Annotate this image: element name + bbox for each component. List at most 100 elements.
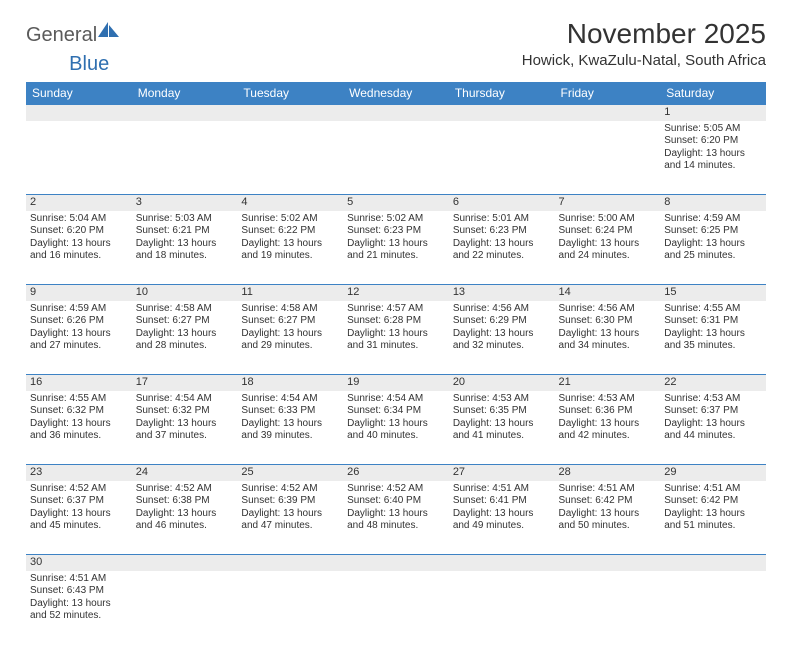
day-number-cell [555, 555, 661, 571]
daylight-text: Daylight: 13 hours [453, 328, 551, 341]
content-row: Sunrise: 4:55 AMSunset: 6:32 PMDaylight:… [26, 391, 766, 465]
sunrise-text: Sunrise: 4:54 AM [241, 393, 339, 406]
day-content-cell: Sunrise: 4:53 AMSunset: 6:37 PMDaylight:… [660, 391, 766, 465]
day-content-cell: Sunrise: 5:01 AMSunset: 6:23 PMDaylight:… [449, 211, 555, 285]
sunrise-text: Sunrise: 5:00 AM [559, 213, 657, 226]
daylight-text: and 24 minutes. [559, 250, 657, 263]
daynum-row: 1 [26, 105, 766, 121]
content-row: Sunrise: 4:59 AMSunset: 6:26 PMDaylight:… [26, 301, 766, 375]
daylight-text: and 40 minutes. [347, 430, 445, 443]
weekday-header: Thursday [449, 82, 555, 105]
daylight-text: Daylight: 13 hours [347, 328, 445, 341]
daylight-text: and 47 minutes. [241, 520, 339, 533]
sunset-text: Sunset: 6:33 PM [241, 405, 339, 418]
sunrise-text: Sunrise: 4:53 AM [664, 393, 762, 406]
sunrise-text: Sunrise: 4:51 AM [453, 483, 551, 496]
day-number-cell: 7 [555, 195, 661, 211]
day-number-cell: 30 [26, 555, 132, 571]
sunrise-text: Sunrise: 4:59 AM [664, 213, 762, 226]
sunset-text: Sunset: 6:21 PM [136, 225, 234, 238]
sunrise-text: Sunrise: 4:52 AM [136, 483, 234, 496]
day-number-cell [449, 105, 555, 121]
daylight-text: and 42 minutes. [559, 430, 657, 443]
day-content-cell: Sunrise: 4:55 AMSunset: 6:31 PMDaylight:… [660, 301, 766, 375]
sunset-text: Sunset: 6:20 PM [664, 135, 762, 148]
day-content-cell: Sunrise: 4:57 AMSunset: 6:28 PMDaylight:… [343, 301, 449, 375]
weekday-header-row: Sunday Monday Tuesday Wednesday Thursday… [26, 82, 766, 105]
daylight-text: and 44 minutes. [664, 430, 762, 443]
daynum-row: 9101112131415 [26, 285, 766, 301]
sunset-text: Sunset: 6:27 PM [241, 315, 339, 328]
daylight-text: Daylight: 13 hours [664, 328, 762, 341]
day-content-cell: Sunrise: 4:58 AMSunset: 6:27 PMDaylight:… [237, 301, 343, 375]
title-block: November 2025 Howick, KwaZulu-Natal, Sou… [522, 18, 766, 69]
sunrise-text: Sunrise: 5:02 AM [241, 213, 339, 226]
daylight-text: and 18 minutes. [136, 250, 234, 263]
daylight-text: Daylight: 13 hours [664, 418, 762, 431]
content-row: Sunrise: 4:51 AMSunset: 6:43 PMDaylight:… [26, 571, 766, 645]
day-content-cell: Sunrise: 5:05 AMSunset: 6:20 PMDaylight:… [660, 121, 766, 195]
sunset-text: Sunset: 6:25 PM [664, 225, 762, 238]
daylight-text: Daylight: 13 hours [30, 328, 128, 341]
sunrise-text: Sunrise: 4:57 AM [347, 303, 445, 316]
daylight-text: and 27 minutes. [30, 340, 128, 353]
day-number-cell: 9 [26, 285, 132, 301]
sunset-text: Sunset: 6:26 PM [30, 315, 128, 328]
sunrise-text: Sunrise: 4:52 AM [347, 483, 445, 496]
daylight-text: Daylight: 13 hours [241, 238, 339, 251]
day-number-cell: 5 [343, 195, 449, 211]
day-number-cell: 19 [343, 375, 449, 391]
day-content-cell [237, 121, 343, 195]
day-content-cell: Sunrise: 4:53 AMSunset: 6:36 PMDaylight:… [555, 391, 661, 465]
day-number-cell [132, 555, 238, 571]
sunset-text: Sunset: 6:23 PM [453, 225, 551, 238]
day-number-cell: 24 [132, 465, 238, 481]
day-content-cell: Sunrise: 4:51 AMSunset: 6:41 PMDaylight:… [449, 481, 555, 555]
sunset-text: Sunset: 6:42 PM [664, 495, 762, 508]
daylight-text: Daylight: 13 hours [559, 328, 657, 341]
sunset-text: Sunset: 6:29 PM [453, 315, 551, 328]
daylight-text: Daylight: 13 hours [347, 418, 445, 431]
day-number-cell: 18 [237, 375, 343, 391]
day-number-cell [26, 105, 132, 121]
sunrise-text: Sunrise: 4:55 AM [664, 303, 762, 316]
daylight-text: and 46 minutes. [136, 520, 234, 533]
daylight-text: and 36 minutes. [30, 430, 128, 443]
day-content-cell: Sunrise: 4:59 AMSunset: 6:26 PMDaylight:… [26, 301, 132, 375]
day-content-cell [132, 121, 238, 195]
daylight-text: and 31 minutes. [347, 340, 445, 353]
daylight-text: Daylight: 13 hours [559, 418, 657, 431]
day-number-cell [555, 105, 661, 121]
sunset-text: Sunset: 6:30 PM [559, 315, 657, 328]
daylight-text: and 19 minutes. [241, 250, 339, 263]
weekday-header: Friday [555, 82, 661, 105]
sunrise-text: Sunrise: 4:55 AM [30, 393, 128, 406]
day-content-cell: Sunrise: 4:56 AMSunset: 6:30 PMDaylight:… [555, 301, 661, 375]
sunrise-text: Sunrise: 4:52 AM [241, 483, 339, 496]
sunrise-text: Sunrise: 5:05 AM [664, 123, 762, 136]
daylight-text: and 16 minutes. [30, 250, 128, 263]
daylight-text: Daylight: 13 hours [136, 328, 234, 341]
logo-word2: Blue [69, 53, 109, 76]
day-number-cell [343, 555, 449, 571]
day-number-cell [343, 105, 449, 121]
logo-word1: General [26, 24, 97, 47]
daylight-text: Daylight: 13 hours [453, 508, 551, 521]
day-content-cell: Sunrise: 5:02 AMSunset: 6:22 PMDaylight:… [237, 211, 343, 285]
daynum-row: 30 [26, 555, 766, 571]
day-number-cell: 27 [449, 465, 555, 481]
day-content-cell [555, 121, 661, 195]
sunset-text: Sunset: 6:28 PM [347, 315, 445, 328]
daylight-text: and 45 minutes. [30, 520, 128, 533]
day-number-cell: 28 [555, 465, 661, 481]
daylight-text: Daylight: 13 hours [664, 238, 762, 251]
sunrise-text: Sunrise: 4:58 AM [241, 303, 339, 316]
day-number-cell: 6 [449, 195, 555, 211]
daylight-text: and 35 minutes. [664, 340, 762, 353]
daylight-text: and 37 minutes. [136, 430, 234, 443]
page-title: November 2025 [522, 18, 766, 50]
day-number-cell: 25 [237, 465, 343, 481]
day-content-cell: Sunrise: 5:02 AMSunset: 6:23 PMDaylight:… [343, 211, 449, 285]
day-content-cell: Sunrise: 4:51 AMSunset: 6:43 PMDaylight:… [26, 571, 132, 645]
sunrise-text: Sunrise: 4:53 AM [453, 393, 551, 406]
